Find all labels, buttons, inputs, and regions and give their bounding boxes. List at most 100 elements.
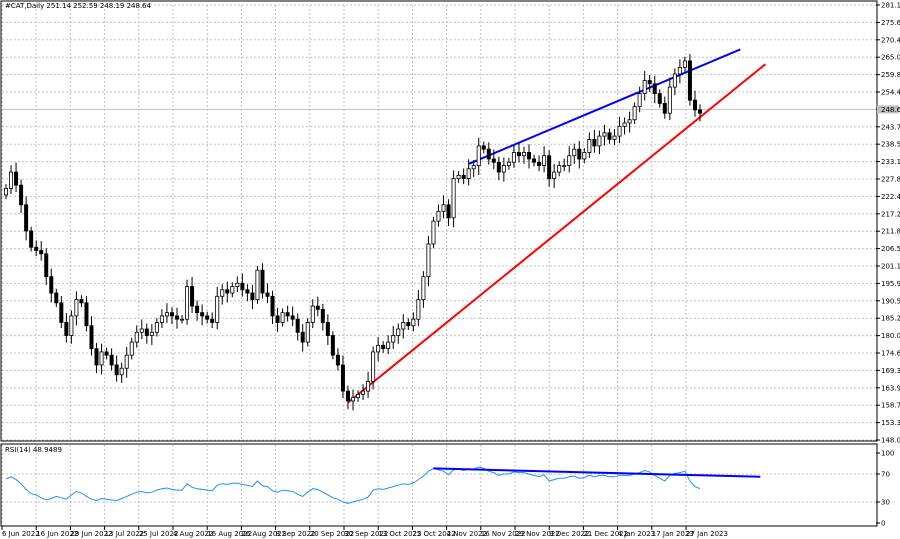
x-tick-label: 16 Jun 2022	[36, 530, 78, 538]
candle	[557, 161, 562, 177]
candle	[235, 276, 240, 293]
candle	[506, 158, 511, 170]
y-tick-label: 211.80	[881, 228, 900, 236]
candle	[215, 286, 220, 330]
x-tick-label: 6 Jun 2022	[2, 530, 40, 538]
y-tick-label: 174.60	[881, 350, 900, 358]
y-tick-label: 190.50	[881, 297, 900, 305]
candle	[577, 141, 582, 169]
candle	[164, 303, 169, 323]
rsi-tick-label: 30	[881, 499, 890, 507]
y-tick-label: 222.45	[881, 193, 900, 201]
candle	[345, 385, 350, 410]
candle	[350, 389, 355, 411]
candle	[9, 165, 14, 194]
candle	[49, 268, 54, 303]
candle	[527, 144, 532, 169]
candle	[4, 184, 9, 200]
candle	[431, 216, 436, 249]
x-tick-label: 13 Jul 2022	[105, 530, 145, 538]
candle	[627, 111, 632, 133]
rsi-series: 100 70 30 0	[5, 450, 894, 528]
candle	[99, 343, 104, 375]
candle	[225, 281, 230, 303]
candle	[124, 346, 129, 378]
candle	[622, 117, 627, 135]
candle	[672, 68, 677, 96]
candle	[39, 241, 44, 261]
candle	[441, 195, 446, 219]
candle	[44, 248, 49, 285]
candle	[456, 171, 461, 183]
x-tick-label: 4 Jan 2023	[618, 530, 656, 538]
candle	[185, 279, 190, 325]
candle	[59, 295, 64, 329]
x-tick-label: 27 Jan 2023	[686, 530, 728, 538]
candle	[169, 307, 174, 325]
candle	[295, 313, 300, 341]
rsi-divergence-line	[433, 467, 761, 478]
candle	[496, 156, 501, 181]
candle	[19, 179, 24, 213]
candles	[4, 54, 703, 411]
y-tick-label: 163.95	[881, 384, 900, 392]
x-tick-label: 25 Oct 2022	[412, 530, 455, 538]
upper-trendline	[468, 48, 741, 165]
candle	[290, 306, 295, 327]
y-tick-label: 201.15	[881, 263, 900, 271]
x-tick-label: 25 Jul 2022	[139, 530, 179, 538]
y-tick-label: 169.35	[881, 367, 900, 375]
candle	[310, 299, 315, 329]
candle	[300, 324, 305, 352]
candle	[401, 314, 406, 339]
candle	[547, 150, 552, 187]
y-tick-label: 270.45	[881, 36, 900, 44]
grid	[1, 4, 876, 525]
candle	[245, 284, 250, 302]
x-tick-label: 29 Jun 2022	[70, 530, 112, 538]
candle	[129, 337, 134, 360]
rsi-tick-label: 70	[881, 471, 890, 479]
candle	[491, 149, 496, 170]
candle	[572, 143, 577, 164]
candle	[335, 348, 340, 371]
candle	[305, 318, 310, 347]
candle	[210, 312, 215, 329]
candle	[486, 142, 491, 165]
candle	[471, 159, 476, 177]
symbol-info-label: #CAT,Daily 251.14 252.59 248.19 248.64	[5, 2, 152, 10]
candle	[446, 199, 451, 227]
candle	[381, 341, 386, 353]
x-tick-label: 30 Sep 2022	[344, 530, 388, 538]
candle	[270, 290, 275, 325]
candle	[406, 318, 411, 330]
candle	[134, 325, 139, 348]
candle	[516, 142, 521, 163]
y-tick-label: 248.64	[881, 106, 900, 114]
candle	[190, 277, 195, 313]
candle	[698, 104, 703, 122]
candle	[79, 295, 84, 308]
rsi-line	[5, 466, 701, 504]
candle	[662, 96, 667, 119]
candle	[340, 355, 345, 398]
y-tick-label: 243.75	[881, 123, 900, 131]
candle	[687, 54, 692, 106]
trendlines	[347, 48, 767, 404]
candle	[632, 102, 637, 125]
y-tick-label: 153.30	[881, 419, 900, 427]
candle	[205, 311, 210, 324]
y-tick-label: 227.85	[881, 176, 900, 184]
candle	[552, 163, 557, 189]
y-tick-label: 148.05	[881, 437, 900, 445]
candle	[597, 130, 602, 155]
candle	[174, 307, 179, 329]
y-tick-label: 281.10	[881, 2, 900, 10]
y-tick-label: 265.05	[881, 54, 900, 62]
candle	[325, 314, 330, 346]
candle	[356, 390, 361, 402]
rsi-panel-frame	[0, 443, 878, 527]
price-axis: 281.10 275.65 270.45 265.05 259.85 254.40 248.…	[876, 2, 900, 445]
